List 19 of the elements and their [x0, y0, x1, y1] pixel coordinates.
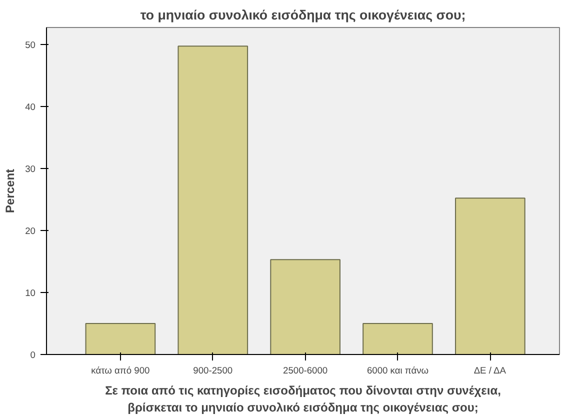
bar [85, 322, 156, 354]
y-axis-title: Percent [3, 168, 18, 214]
bar [178, 46, 248, 354]
y-tick-label: 30 [25, 164, 36, 174]
bar [455, 198, 526, 354]
x-tick-label: 900-2500 [193, 366, 233, 376]
bar [362, 322, 433, 354]
y-tick-label: 0 [30, 350, 36, 360]
x-axis-title: Σε ποια από τις κατηγορίες εισοδήματος που δίνονται στην συνέχεια, βρίσκεται το μηνιαίο συνολικό εισόδημα της οικογένειας σου; [105, 384, 501, 414]
y-tick-label: 50 [25, 40, 36, 50]
bar [270, 259, 340, 354]
y-tick-label: 40 [25, 102, 36, 112]
x-tick-label: κάτω από 900 [91, 366, 150, 376]
y-tick-label: 20 [25, 226, 36, 236]
x-tick-label: ΔΕ / ΔΑ [474, 366, 507, 376]
x-tick-label: 6000 και πάνω [366, 366, 429, 376]
x-tick-label: 2500-6000 [283, 366, 328, 376]
chart-title: το μηνιαίο συνολικό εισόδημα της οικογένειας σου; [140, 8, 466, 22]
y-tick-label: 10 [25, 288, 36, 298]
